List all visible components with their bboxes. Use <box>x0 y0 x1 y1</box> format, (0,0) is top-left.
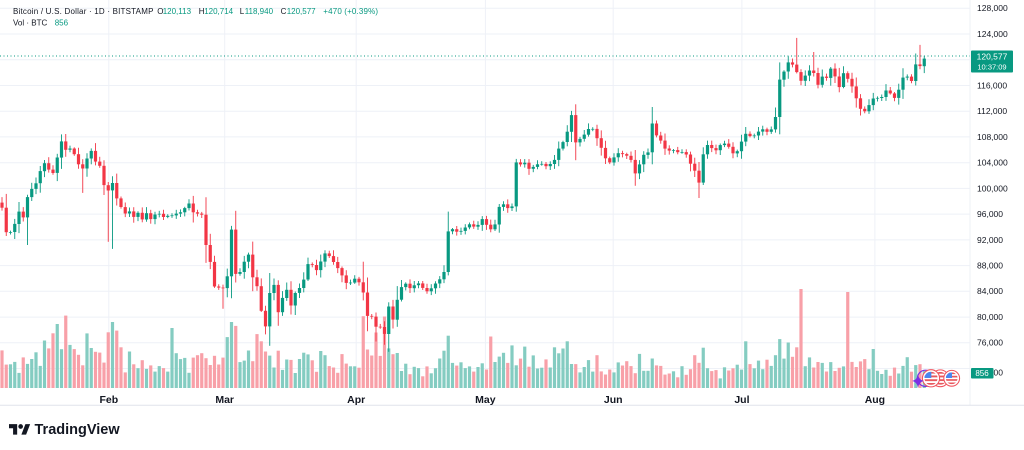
svg-text:100,000: 100,000 <box>977 183 1008 193</box>
svg-text:120,577: 120,577 <box>977 52 1008 62</box>
svg-text:Mar: Mar <box>215 394 234 406</box>
svg-text:O: O <box>157 7 163 16</box>
svg-text:856: 856 <box>55 18 69 27</box>
svg-text:112,000: 112,000 <box>977 106 1007 116</box>
svg-text:120,714: 120,714 <box>204 7 233 16</box>
svg-text:H: H <box>199 7 205 16</box>
svg-text:96,000: 96,000 <box>977 209 1003 219</box>
svg-text:Vol · BTC: Vol · BTC <box>13 18 47 27</box>
svg-text:104,000: 104,000 <box>977 158 1008 168</box>
svg-text:Jul: Jul <box>734 394 749 406</box>
svg-text:108,000: 108,000 <box>977 132 1008 142</box>
svg-text:May: May <box>475 394 496 406</box>
svg-text:856: 856 <box>975 369 989 378</box>
svg-text:L: L <box>240 7 245 16</box>
svg-text:120,113: 120,113 <box>163 7 192 16</box>
svg-text:+470 (+0.39%): +470 (+0.39%) <box>323 7 378 16</box>
svg-text:Feb: Feb <box>99 394 118 406</box>
svg-text:80,000: 80,000 <box>977 312 1003 322</box>
svg-text:120,577: 120,577 <box>287 7 316 16</box>
svg-text:84,000: 84,000 <box>977 286 1003 296</box>
svg-text:Aug: Aug <box>865 394 885 406</box>
svg-text:116,000: 116,000 <box>977 80 1007 90</box>
svg-text:Jun: Jun <box>604 394 623 406</box>
svg-text:Apr: Apr <box>347 394 365 406</box>
svg-text:Bitcoin / U.S. Dollar · 1D · B: Bitcoin / U.S. Dollar · 1D · BITSTAMP <box>13 7 154 16</box>
svg-text:76,000: 76,000 <box>977 338 1003 348</box>
svg-text:88,000: 88,000 <box>977 261 1003 271</box>
svg-text:128,000: 128,000 <box>977 3 1008 13</box>
svg-text:92,000: 92,000 <box>977 235 1003 245</box>
svg-text:10:37:09: 10:37:09 <box>977 63 1006 72</box>
svg-text:C: C <box>281 7 287 16</box>
svg-text:118,940: 118,940 <box>245 7 274 16</box>
svg-text:TradingView: TradingView <box>35 422 121 438</box>
svg-text:124,000: 124,000 <box>977 29 1008 39</box>
